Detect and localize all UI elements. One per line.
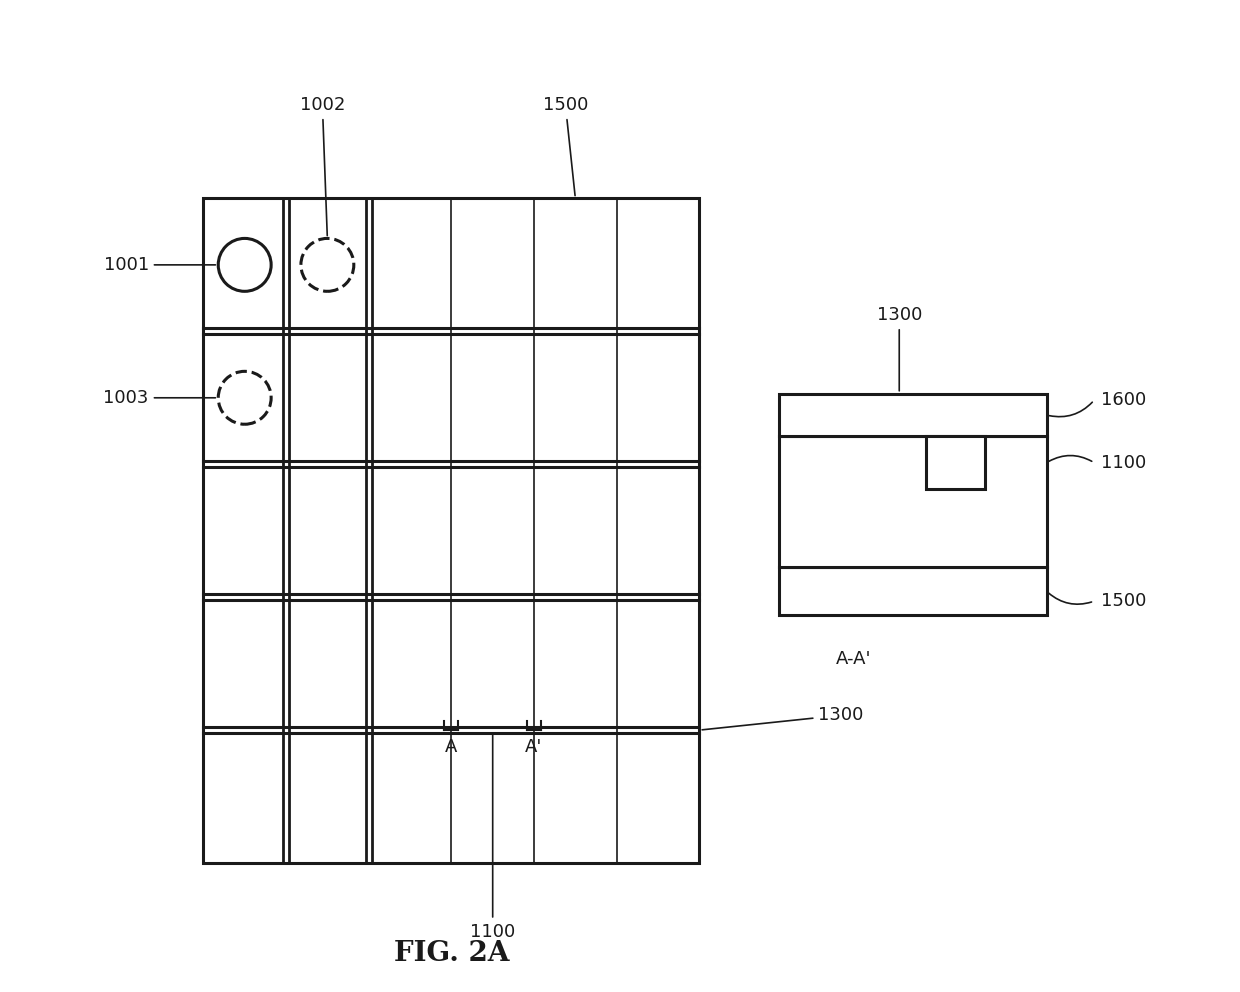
Bar <box>203 198 699 863</box>
Text: A: A <box>445 738 458 756</box>
Text: 1500: 1500 <box>1101 592 1147 610</box>
Text: 1003: 1003 <box>103 389 216 407</box>
Text: 1300: 1300 <box>702 706 864 730</box>
Bar <box>779 436 1047 567</box>
Text: 1600: 1600 <box>1101 391 1146 409</box>
Text: 1500: 1500 <box>543 96 588 195</box>
Bar <box>926 436 985 489</box>
Text: FIG. 2A: FIG. 2A <box>393 940 510 967</box>
Bar <box>779 567 1047 615</box>
Text: 1100: 1100 <box>1101 453 1146 471</box>
Text: 1100: 1100 <box>470 735 516 940</box>
Text: 1001: 1001 <box>104 256 216 274</box>
Text: A': A' <box>526 738 543 756</box>
Text: 1300: 1300 <box>877 307 921 391</box>
Circle shape <box>218 238 272 292</box>
Text: 1002: 1002 <box>300 96 345 236</box>
Bar <box>779 394 1047 436</box>
Text: A-A': A-A' <box>836 650 872 668</box>
